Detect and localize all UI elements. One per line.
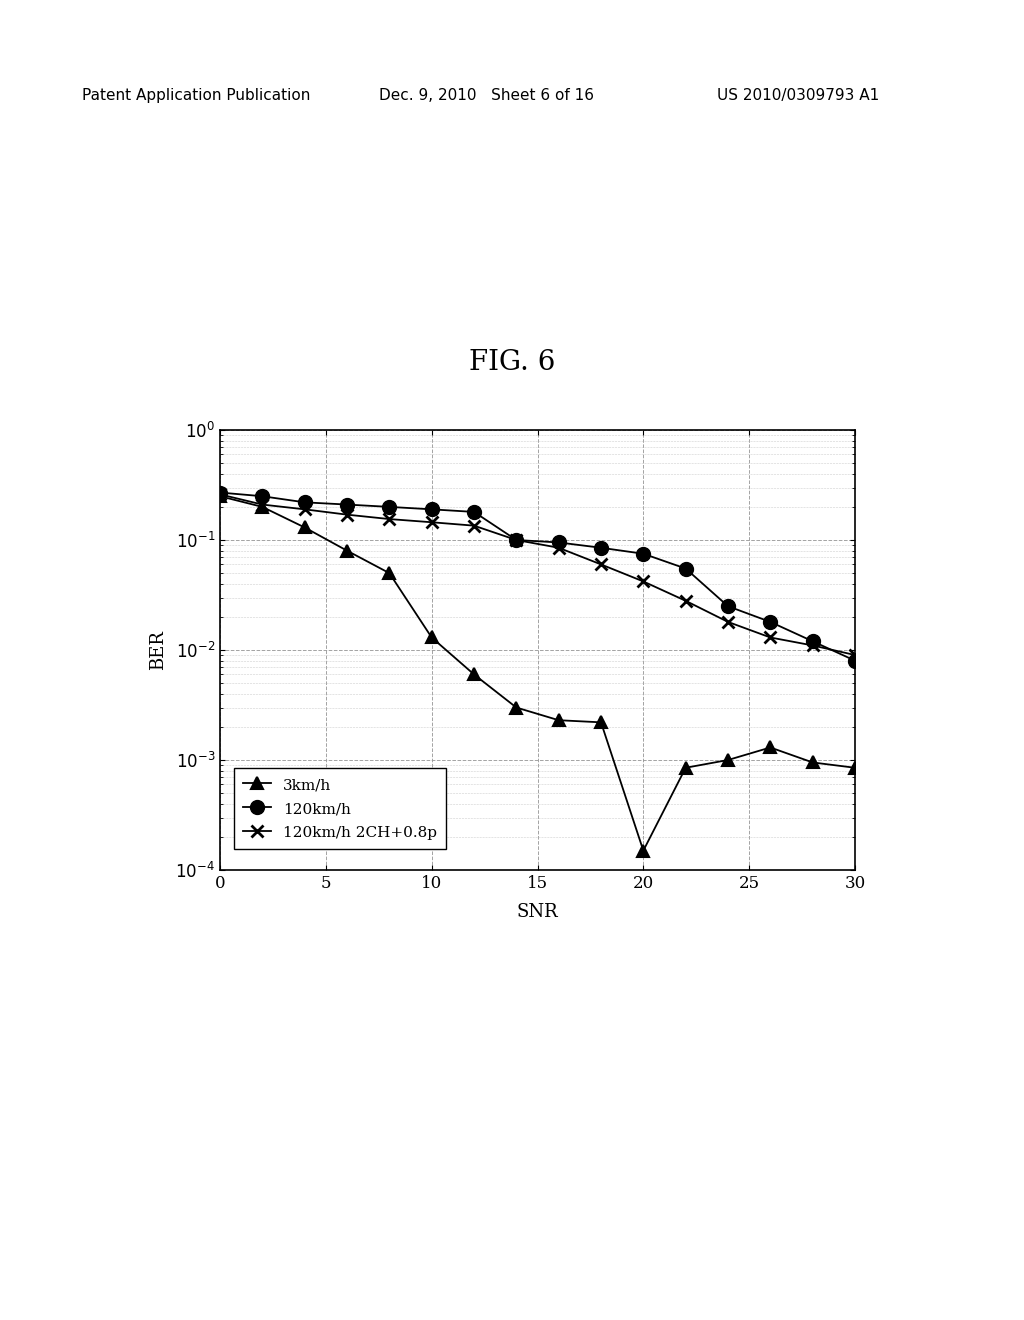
120km/h	[510, 532, 522, 548]
3km/h	[510, 700, 522, 715]
3km/h	[722, 752, 734, 768]
120km/h	[468, 504, 480, 520]
3km/h	[383, 565, 395, 581]
120km/h 2CH+0.8p	[553, 540, 565, 556]
120km/h	[299, 495, 311, 511]
3km/h	[553, 713, 565, 729]
3km/h	[468, 667, 480, 682]
3km/h	[256, 499, 268, 515]
120km/h 2CH+0.8p	[807, 638, 819, 653]
Text: Dec. 9, 2010   Sheet 6 of 16: Dec. 9, 2010 Sheet 6 of 16	[379, 88, 594, 103]
3km/h	[680, 760, 692, 776]
120km/h 2CH+0.8p	[764, 630, 776, 645]
Y-axis label: BER: BER	[150, 630, 167, 671]
3km/h	[214, 488, 226, 504]
120km/h	[637, 546, 649, 562]
Text: Patent Application Publication: Patent Application Publication	[82, 88, 310, 103]
120km/h 2CH+0.8p	[383, 511, 395, 527]
120km/h 2CH+0.8p	[426, 515, 438, 531]
Line: 3km/h: 3km/h	[214, 491, 860, 857]
120km/h 2CH+0.8p	[468, 517, 480, 533]
120km/h	[807, 634, 819, 649]
120km/h	[680, 561, 692, 577]
120km/h 2CH+0.8p	[637, 573, 649, 589]
Text: US 2010/0309793 A1: US 2010/0309793 A1	[717, 88, 879, 103]
120km/h	[341, 496, 353, 512]
120km/h 2CH+0.8p	[595, 557, 607, 573]
120km/h	[383, 499, 395, 515]
3km/h	[849, 760, 861, 776]
120km/h	[722, 598, 734, 614]
Line: 120km/h: 120km/h	[213, 486, 862, 668]
3km/h	[807, 755, 819, 771]
120km/h	[553, 535, 565, 550]
Text: FIG. 6: FIG. 6	[469, 348, 555, 376]
3km/h	[299, 520, 311, 536]
120km/h 2CH+0.8p	[849, 647, 861, 663]
120km/h 2CH+0.8p	[256, 496, 268, 512]
Legend: 3km/h, 120km/h, 120km/h 2CH+0.8p: 3km/h, 120km/h, 120km/h 2CH+0.8p	[234, 768, 446, 849]
120km/h	[764, 614, 776, 630]
120km/h 2CH+0.8p	[510, 532, 522, 548]
Line: 120km/h 2CH+0.8p: 120km/h 2CH+0.8p	[214, 488, 861, 661]
3km/h	[341, 543, 353, 558]
X-axis label: SNR: SNR	[517, 903, 558, 921]
120km/h	[849, 653, 861, 669]
120km/h	[426, 502, 438, 517]
120km/h	[595, 540, 607, 556]
120km/h 2CH+0.8p	[722, 614, 734, 630]
120km/h 2CH+0.8p	[214, 487, 226, 503]
3km/h	[595, 714, 607, 730]
120km/h	[256, 488, 268, 504]
120km/h 2CH+0.8p	[680, 593, 692, 609]
120km/h	[214, 484, 226, 500]
3km/h	[426, 630, 438, 645]
3km/h	[637, 842, 649, 858]
3km/h	[764, 739, 776, 755]
120km/h 2CH+0.8p	[341, 507, 353, 523]
120km/h 2CH+0.8p	[299, 502, 311, 517]
